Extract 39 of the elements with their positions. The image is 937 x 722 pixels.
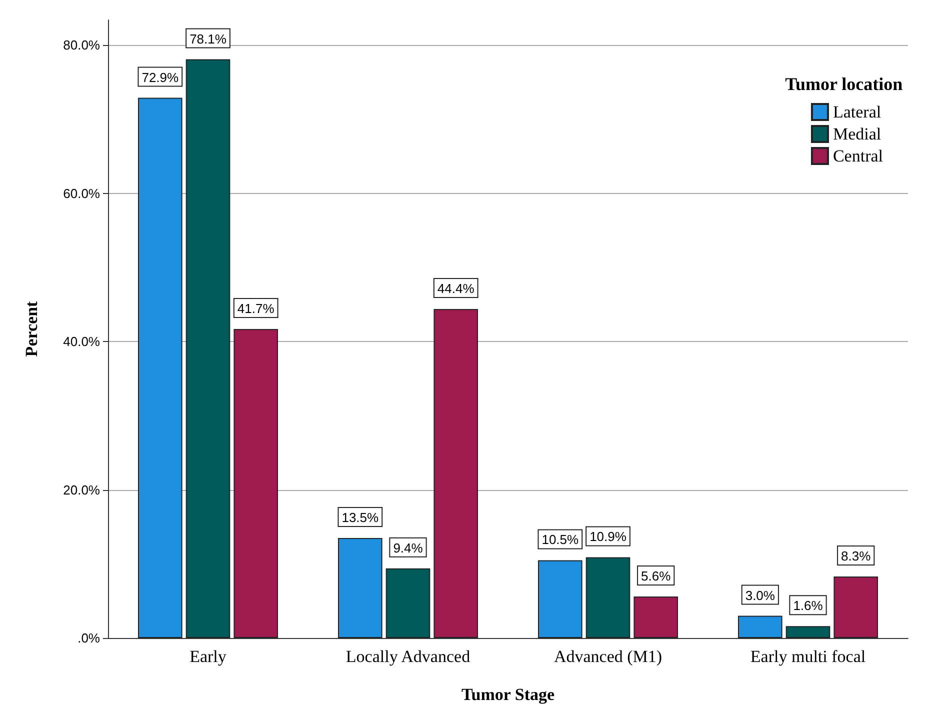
legend-title: Tumor location bbox=[785, 74, 903, 94]
y-tick-label: 80.0% bbox=[63, 38, 100, 53]
data-label: 1.6% bbox=[793, 598, 824, 614]
data-label: 5.6% bbox=[641, 568, 672, 584]
data-label: 72.9% bbox=[142, 70, 180, 85]
x-tick-label: Locally Advanced bbox=[346, 647, 471, 666]
bar bbox=[234, 329, 278, 638]
y-axis-title: Percent bbox=[22, 300, 41, 357]
x-tick-label: Early multi focal bbox=[750, 647, 866, 666]
bar bbox=[386, 568, 430, 638]
data-label: 78.1% bbox=[190, 31, 227, 46]
bar bbox=[586, 557, 630, 638]
data-label: 10.5% bbox=[542, 532, 580, 548]
data-label: 10.9% bbox=[590, 529, 627, 544]
x-tick-label: Early bbox=[190, 647, 227, 666]
bar bbox=[834, 576, 878, 638]
bar bbox=[634, 596, 678, 638]
y-tick-label: 60.0% bbox=[63, 186, 100, 201]
bar bbox=[434, 308, 478, 638]
y-tick-label: 40.0% bbox=[63, 334, 100, 350]
data-label: 3.0% bbox=[745, 588, 776, 603]
legend-label: Central bbox=[832, 146, 884, 166]
x-axis-title: Tumor Stage bbox=[461, 685, 555, 704]
bar bbox=[738, 616, 782, 638]
x-tick-label: Advanced (M1) bbox=[554, 647, 662, 666]
legend-label: Medial bbox=[832, 124, 882, 144]
bar bbox=[338, 538, 382, 638]
y-tick-label: .0% bbox=[78, 630, 100, 646]
legend-label: Lateral bbox=[832, 102, 882, 122]
data-label: 9.4% bbox=[393, 540, 424, 556]
data-label: 8.3% bbox=[841, 548, 872, 564]
bar bbox=[186, 59, 230, 638]
bar bbox=[786, 626, 830, 638]
data-label: 44.4% bbox=[437, 280, 475, 296]
y-tick-label: 20.0% bbox=[63, 482, 100, 498]
data-label: 13.5% bbox=[342, 510, 380, 525]
bar bbox=[138, 98, 182, 638]
bar bbox=[538, 560, 582, 638]
data-label: 41.7% bbox=[237, 301, 275, 316]
